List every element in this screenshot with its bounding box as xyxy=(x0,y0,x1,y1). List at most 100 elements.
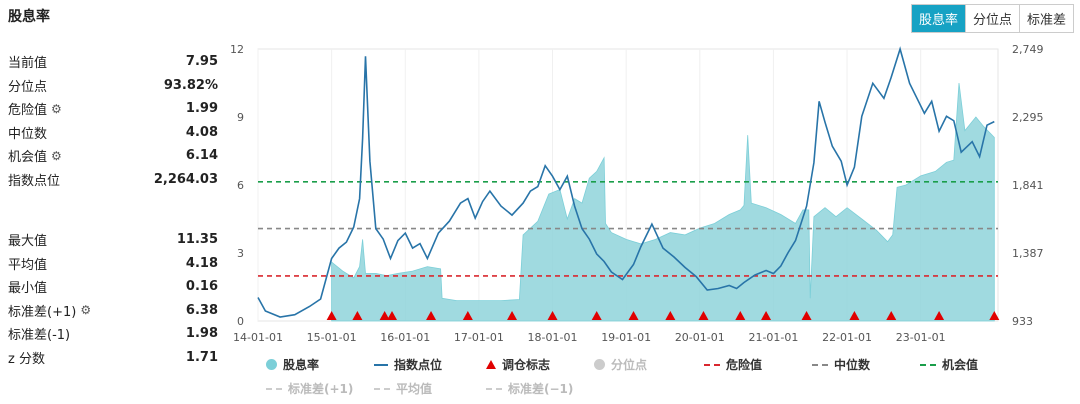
stat-label: 标准差(+1) xyxy=(8,304,77,320)
stat-value: 1.98 xyxy=(185,326,218,342)
stat-label: z 分数 xyxy=(8,351,45,367)
stat-value: 4.08 xyxy=(185,124,218,140)
legend-item[interactable]: 平均值 xyxy=(374,380,432,397)
dividend-yield-area xyxy=(331,82,995,322)
legend-label: 危险值 xyxy=(726,358,763,372)
rebalance-marker xyxy=(886,311,897,320)
y-right-tick-label: 1,841 xyxy=(1012,179,1044,192)
rebalance-marker xyxy=(547,311,558,320)
legend-swatch xyxy=(594,359,605,370)
stat-row: 中位数 4.08 xyxy=(8,121,218,145)
rebalance-marker xyxy=(507,311,518,320)
stat-row: 危险值 ⚙ 1.99 xyxy=(8,97,218,121)
gear-icon[interactable]: ⚙ xyxy=(51,101,62,116)
stat-label: 分位点 xyxy=(8,79,48,95)
y-right-tick-label: 2,295 xyxy=(1012,111,1044,124)
legend-swatch xyxy=(486,360,496,369)
legend-swatch xyxy=(812,363,828,366)
rebalance-marker xyxy=(379,311,390,320)
x-tick-label: 20-01-01 xyxy=(675,331,725,344)
tab-percentile[interactable]: 分位点 xyxy=(964,5,1019,32)
legend-swatch xyxy=(266,387,282,390)
stat-label: 最小值 xyxy=(8,281,48,297)
stat-label-group: 危险值 ⚙ xyxy=(8,99,62,119)
legend-swatch xyxy=(374,387,390,390)
stat-label-group: 最大值 xyxy=(8,230,47,249)
x-tick-label: 17-01-01 xyxy=(454,331,504,344)
legend-label: 分位点 xyxy=(611,358,648,372)
stat-row: 标准差(-1) 1.98 xyxy=(8,322,218,346)
rebalance-marker xyxy=(801,311,812,320)
x-tick-label: 21-01-01 xyxy=(748,331,798,344)
stat-value: 1.99 xyxy=(185,101,218,117)
gear-icon[interactable]: ⚙ xyxy=(80,303,92,318)
legend-item[interactable]: 标准差(+1) xyxy=(266,380,353,397)
y-left-tick-label: 0 xyxy=(237,315,244,328)
x-tick-label: 18-01-01 xyxy=(528,331,578,344)
legend-item[interactable]: 调仓标志 xyxy=(486,356,550,373)
stat-label-group: 分位点 xyxy=(8,76,47,95)
view-toggle-group: 股息率 分位点 标准差 xyxy=(910,4,1074,33)
y-left-tick-label: 9 xyxy=(237,111,244,124)
stat-label-group: 机会值 ⚙ xyxy=(8,146,62,166)
legend-item[interactable]: 标准差(−1) xyxy=(486,380,573,397)
stat-label: 最大值 xyxy=(8,234,48,250)
rebalance-marker xyxy=(735,311,746,320)
y-left-tick-label: 6 xyxy=(237,179,244,192)
legend-label: 机会值 xyxy=(942,358,979,372)
stat-label-group: 指数点位 xyxy=(8,170,60,189)
gear-icon[interactable]: ⚙ xyxy=(51,148,62,163)
rebalance-marker xyxy=(849,311,860,320)
stat-row: 平均值 4.18 xyxy=(8,252,218,276)
x-tick-label: 16-01-01 xyxy=(380,331,430,344)
legend-item[interactable]: 指数点位 xyxy=(374,356,442,373)
stat-value: 4.18 xyxy=(185,255,218,271)
legend-label: 标准差(+1) xyxy=(288,382,354,396)
y-right-tick-label: 2,749 xyxy=(1012,43,1044,56)
plot-area xyxy=(257,48,999,322)
stat-label: 危险值 xyxy=(8,103,48,119)
legend-item[interactable]: 分位点 xyxy=(594,356,647,373)
legend-item[interactable]: 中位数 xyxy=(812,356,870,373)
stat-value: 11.35 xyxy=(176,232,218,248)
rebalance-marker xyxy=(352,311,363,320)
stats-panel-top: 当前值 7.95 分位点 93.82% 危险值 ⚙ 1.99 中位数 4.08 机会值 ⚙ 6.14 指… xyxy=(8,50,218,191)
stat-row: 当前值 7.95 xyxy=(8,50,218,74)
stat-label-group: 当前值 xyxy=(8,52,47,71)
stat-value: 7.95 xyxy=(185,54,218,70)
x-tick-label: 22-01-01 xyxy=(822,331,872,344)
legend-swatch xyxy=(266,359,277,370)
stat-label-group: 最小值 xyxy=(8,277,47,296)
stat-value: 93.82% xyxy=(163,77,218,93)
y-left-tick-label: 3 xyxy=(237,247,244,260)
x-tick-label: 23-01-01 xyxy=(896,331,946,344)
stat-label: 机会值 xyxy=(8,150,48,166)
stat-label: 当前值 xyxy=(8,56,48,72)
legend-swatch xyxy=(920,363,936,366)
stat-label: 标准差(-1) xyxy=(8,328,71,344)
x-tick-label: 15-01-01 xyxy=(307,331,357,344)
legend-item[interactable]: 股息率 xyxy=(266,356,319,373)
legend-label: 股息率 xyxy=(283,358,320,372)
rebalance-marker xyxy=(426,311,437,320)
x-tick-label: 19-01-01 xyxy=(601,331,651,344)
stat-row: 分位点 93.82% xyxy=(8,74,218,98)
tab-std-dev[interactable]: 标准差 xyxy=(1018,5,1073,32)
rebalance-marker xyxy=(462,311,473,320)
rebalance-marker xyxy=(326,311,337,320)
y-right-tick-label: 1,387 xyxy=(1012,247,1044,260)
tab-dividend-yield[interactable]: 股息率 xyxy=(911,5,965,32)
stat-row: 指数点位 2,264.03 xyxy=(8,168,218,192)
legend-item[interactable]: 危险值 xyxy=(704,356,762,373)
legend-label: 平均值 xyxy=(396,382,433,396)
stat-label: 指数点位 xyxy=(8,173,61,189)
stat-label-group: 标准差(-1) xyxy=(8,324,70,343)
y-right-tick-label: 933 xyxy=(1012,315,1033,328)
stat-label-group: 平均值 xyxy=(8,254,47,273)
stat-row: 标准差(+1) ⚙ 6.38 xyxy=(8,299,218,323)
stat-label: 中位数 xyxy=(8,126,48,142)
x-tick-label: 14-01-01 xyxy=(233,331,283,344)
rebalance-marker xyxy=(698,311,709,320)
legend-item[interactable]: 机会值 xyxy=(920,356,978,373)
legend-label: 调仓标志 xyxy=(502,358,551,372)
